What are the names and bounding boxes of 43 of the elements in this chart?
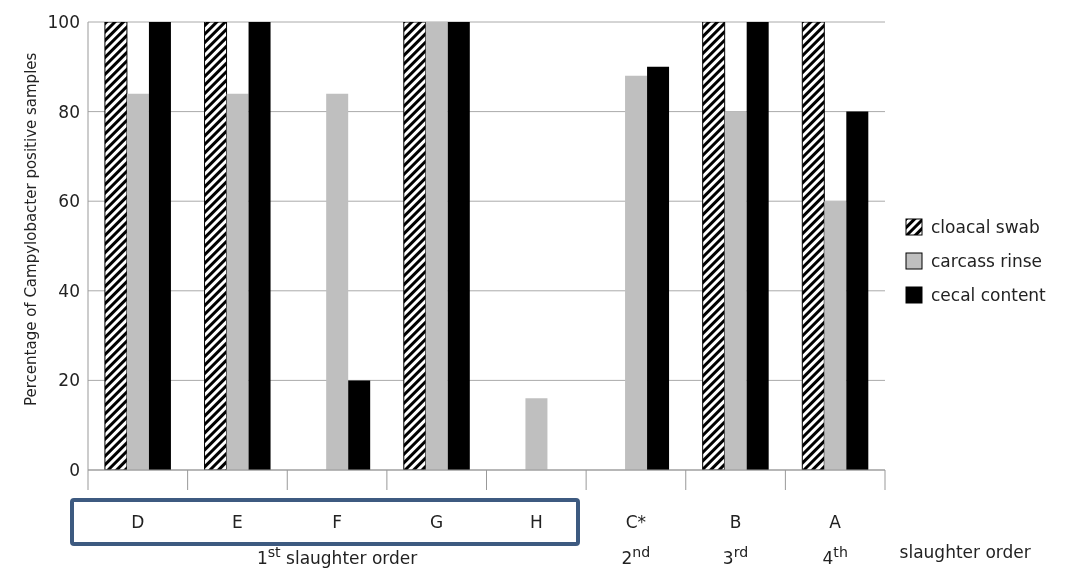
text: 4$^{th}$ xyxy=(822,543,848,570)
y-axis-title: Percentage of Campylobacter positive samples xyxy=(22,52,41,406)
bar xyxy=(824,201,847,470)
bar xyxy=(204,22,228,470)
bar xyxy=(248,22,271,470)
legend-label: carcass rinse xyxy=(931,251,1043,271)
bar xyxy=(746,22,769,470)
bar xyxy=(724,111,747,470)
legend-label: cecal content xyxy=(931,285,1046,305)
text: slaughter order xyxy=(899,541,1031,564)
bar xyxy=(148,22,171,470)
y-tick-label: 100 xyxy=(47,12,80,33)
bar xyxy=(126,93,149,470)
text: 3$^{rd}$ xyxy=(722,543,749,570)
x-tick-label: E xyxy=(232,512,243,532)
bar xyxy=(226,93,249,470)
bar xyxy=(403,22,427,470)
bar xyxy=(348,380,371,470)
bar xyxy=(326,93,349,470)
text: 1$^{st}$ slaughter order xyxy=(256,543,418,570)
x-tick-label: H xyxy=(529,512,543,532)
bar xyxy=(702,22,726,470)
y-tick-label: 80 xyxy=(58,101,80,122)
x-tick-label: D xyxy=(131,512,145,532)
x-tick-label: A xyxy=(829,512,842,532)
y-tick-label: 20 xyxy=(58,370,80,391)
bar xyxy=(846,111,869,470)
bar xyxy=(647,66,670,470)
bar xyxy=(801,22,825,470)
y-tick-label: 40 xyxy=(58,280,80,301)
y-tick-label: 60 xyxy=(58,191,80,212)
bar xyxy=(425,22,448,470)
x-tick-label: F xyxy=(332,512,342,532)
bar xyxy=(104,22,128,470)
bar xyxy=(625,75,648,470)
text: 2$^{nd}$ xyxy=(621,543,651,570)
bar xyxy=(525,398,548,470)
x-tick-label: C* xyxy=(625,512,647,532)
bar xyxy=(447,22,470,470)
legend-label: cloacal swab xyxy=(931,217,1040,237)
x-tick-label: B xyxy=(729,512,742,532)
y-tick-label: 0 xyxy=(69,460,80,481)
x-tick-label: G xyxy=(430,512,444,532)
